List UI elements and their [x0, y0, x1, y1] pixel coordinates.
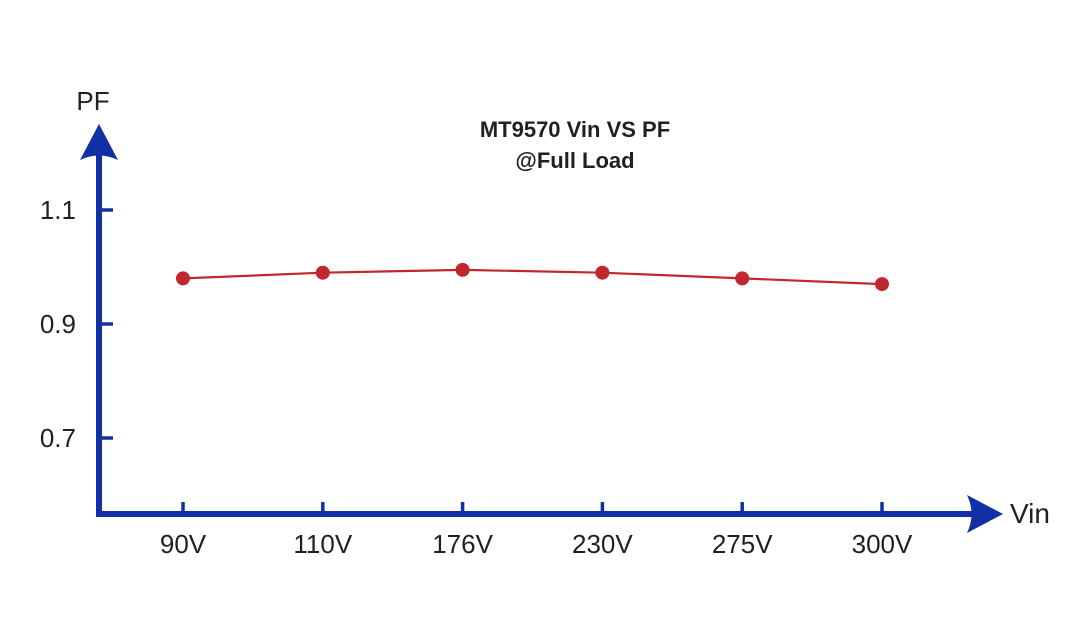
x-tick-label-230v: 230V [572, 529, 633, 559]
data-point-300V [875, 277, 889, 292]
data-series [176, 262, 889, 292]
chart-title-line2: @Full Load [515, 148, 635, 173]
y-axis-arrow-icon [80, 124, 118, 160]
data-point-230V [595, 265, 610, 280]
x-axis-arrow-icon [967, 495, 1003, 533]
x-tick-label-275v: 275V [711, 529, 773, 559]
x-tick-label-300v: 300V [851, 529, 913, 559]
x-tick-label-90v: 90V [159, 529, 207, 559]
x-tick-label-176v: 176V [432, 529, 493, 559]
y-tick-label-1.1: 1.1 [39, 195, 76, 225]
data-point-90V [176, 271, 190, 286]
data-point-176V [455, 262, 470, 277]
chart-title-line1: MT9570 Vin VS PF [479, 117, 671, 142]
x-axis-label: Vin [1010, 498, 1050, 529]
data-point-275V [735, 271, 750, 286]
x-tick-label-110v: 110V [293, 529, 353, 559]
chart-title: MT9570 Vin VS PF @Full Load [370, 114, 780, 176]
y-tick-label-0.9: 0.9 [39, 309, 76, 339]
x-axis-ticks [181, 502, 884, 513]
y-axis-ticks [100, 208, 113, 440]
data-point-110V [315, 265, 330, 280]
y-tick-label-0.7: 0.7 [39, 423, 76, 453]
y-axis-label: PF [76, 86, 110, 116]
